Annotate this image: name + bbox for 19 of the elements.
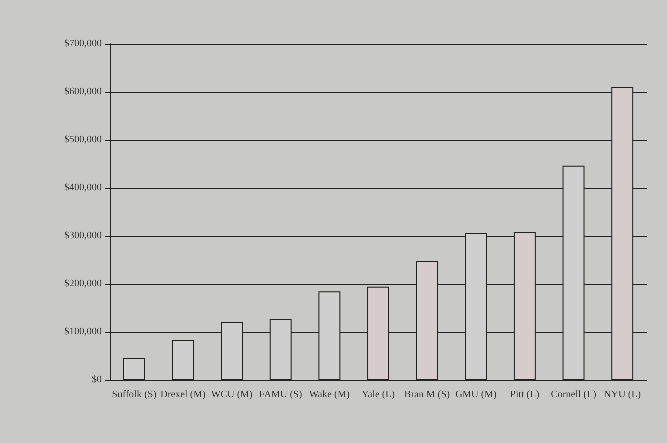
x-tick-label: Bran M (S)	[404, 390, 450, 400]
y-tick-label: $500,000	[64, 134, 102, 146]
y-tick-label: $600,000	[64, 86, 102, 98]
x-tick-label: Suffolk (S)	[112, 390, 157, 400]
y-tick-label: $0	[92, 374, 102, 386]
x-tick-label: Cornell (L)	[551, 390, 596, 400]
x-tick-label: Yale (L)	[362, 390, 396, 400]
y-tick-label: $100,000	[64, 326, 102, 338]
x-tick-label: GMU (M)	[455, 390, 497, 400]
y-tick-label: $400,000	[64, 182, 102, 194]
x-tick-label: Drexel (M)	[160, 390, 206, 400]
x-tick-label: FAMU (S)	[259, 390, 302, 400]
x-tick-label: Pitt (L)	[510, 390, 540, 400]
y-tick-label: $300,000	[64, 230, 102, 242]
y-tick-label: $700,000	[64, 38, 102, 50]
x-tick-label: WCU (M)	[211, 390, 253, 400]
x-tick-label: NYU (L)	[604, 390, 642, 400]
y-tick-label: $200,000	[64, 278, 102, 290]
x-tick-label: Wake (M)	[309, 390, 350, 400]
